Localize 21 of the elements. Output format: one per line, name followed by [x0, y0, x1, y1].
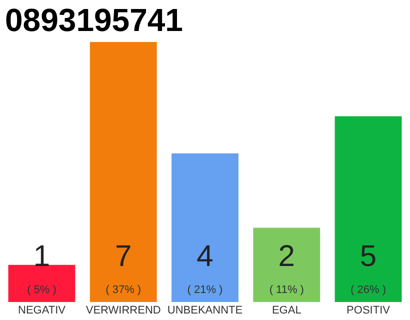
- bar: [334, 116, 402, 302]
- chart-title: 0893195741: [5, 2, 183, 38]
- bar: [172, 153, 238, 302]
- bar: [8, 264, 76, 302]
- annotation: ( 37% ): [106, 284, 142, 296]
- data-label: 4: [196, 240, 214, 273]
- x-tick-label: EGAL: [272, 304, 302, 316]
- data-label: 5: [360, 240, 377, 273]
- annotation: ( 21% ): [187, 284, 223, 296]
- x-tick-label: POSITIV: [346, 304, 391, 316]
- bar: [90, 42, 157, 302]
- annotation: ( 26% ): [350, 284, 386, 296]
- data-label: 7: [115, 240, 132, 273]
- bar: [253, 228, 320, 302]
- x-tick-label: UNBEKANNTE: [167, 304, 243, 316]
- data-label: 1: [33, 240, 50, 273]
- data-label: 2: [278, 240, 295, 273]
- x-tick-label: NEGATIV: [18, 304, 66, 316]
- x-tick-label: VERWIRREND: [86, 304, 161, 316]
- annotation: ( 11% ): [269, 284, 304, 296]
- annotation: ( 5% ): [27, 284, 56, 296]
